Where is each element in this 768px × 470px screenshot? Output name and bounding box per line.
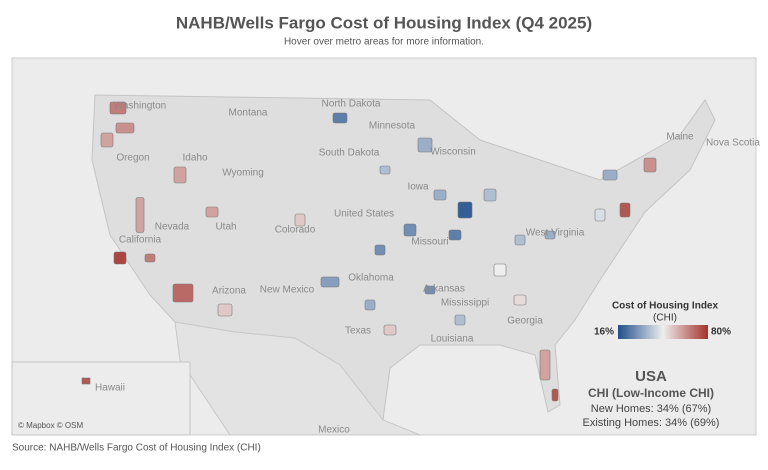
mexico-land xyxy=(174,321,421,436)
metro-area[interactable] xyxy=(424,285,436,295)
source: Source: NAHB/Wells Fargo Cost of Housing… xyxy=(12,443,261,454)
color-scale xyxy=(618,325,708,339)
map-label: Louisiana xyxy=(431,334,474,345)
map-label: Nevada xyxy=(155,222,190,233)
map-label: Mississippi xyxy=(441,298,489,309)
metro-areas xyxy=(81,101,657,402)
map-label: Minnesota xyxy=(369,121,416,132)
metro-area[interactable] xyxy=(454,314,466,326)
map-label: Mexico xyxy=(318,425,350,436)
metro-area[interactable] xyxy=(205,206,219,218)
map-label: West Virginia xyxy=(526,228,585,239)
metro-area[interactable] xyxy=(81,377,91,385)
title: NAHB/Wells Fargo Cost of Housing Index (… xyxy=(176,13,592,32)
metro-area[interactable] xyxy=(217,303,233,317)
metro-area[interactable] xyxy=(364,299,376,311)
summary-line: Existing Homes: 34% (69%) xyxy=(583,417,720,429)
metro-area[interactable] xyxy=(539,349,551,381)
legend-title: Cost of Housing Index xyxy=(612,301,719,312)
metro-area[interactable] xyxy=(320,276,340,288)
metro-area[interactable] xyxy=(643,157,657,173)
summary: USA CHI (Low-Income CHI) New Homes: 34% … xyxy=(583,368,720,429)
metro-area[interactable] xyxy=(379,165,391,175)
map-label: United States xyxy=(334,209,394,220)
map-label: California xyxy=(119,235,162,246)
metro-area[interactable] xyxy=(513,294,527,306)
map-label: Georgia xyxy=(507,316,543,327)
metro-area[interactable] xyxy=(551,388,559,402)
map-label: North Dakota xyxy=(322,99,381,110)
metro-area[interactable] xyxy=(493,263,507,277)
legend-min: 16% xyxy=(594,327,614,338)
metro-area[interactable] xyxy=(144,253,156,263)
map-label: Oregon xyxy=(116,153,149,164)
map-label: Arkansas xyxy=(423,284,465,295)
metro-area[interactable] xyxy=(403,223,417,237)
metro-area[interactable] xyxy=(374,244,386,256)
map-label: Montana xyxy=(229,108,268,119)
metro-area[interactable] xyxy=(113,251,127,265)
hawaii-inset xyxy=(11,361,191,436)
metro-area[interactable] xyxy=(115,122,135,134)
metro-area[interactable] xyxy=(332,112,348,124)
map-label: Washington xyxy=(114,101,166,112)
map-label: Missouri xyxy=(411,237,448,248)
legend: Cost of Housing Index (CHI) 16% 80% xyxy=(594,301,731,339)
map-label: Maine xyxy=(666,132,694,143)
metro-area[interactable] xyxy=(544,230,556,240)
map-label: South Dakota xyxy=(319,148,380,159)
metro-area[interactable] xyxy=(483,188,497,202)
metro-area[interactable] xyxy=(383,324,397,336)
map-label: Wisconsin xyxy=(430,147,476,158)
map-label: Oklahoma xyxy=(348,273,394,284)
metro-area[interactable] xyxy=(514,234,526,246)
metro-area[interactable] xyxy=(602,169,618,181)
map-label: Arizona xyxy=(212,286,246,297)
metro-area[interactable] xyxy=(457,201,473,219)
map: Washington Montana North Dakota Minnesota Or… xyxy=(11,57,760,436)
map-label: New Mexico xyxy=(260,285,315,296)
metro-area[interactable] xyxy=(619,202,631,218)
map-label: Idaho xyxy=(182,153,207,164)
legend-max: 80% xyxy=(711,327,731,338)
metro-area[interactable] xyxy=(594,208,606,222)
map-label: Wyoming xyxy=(222,168,264,179)
map-label: Colorado xyxy=(275,225,316,236)
metro-area[interactable] xyxy=(109,101,127,115)
metro-area[interactable] xyxy=(100,132,114,148)
summary-region: USA xyxy=(635,368,667,385)
metro-area[interactable] xyxy=(173,166,187,184)
map-label: Texas xyxy=(345,326,371,337)
map-label: Hawaii xyxy=(95,383,125,394)
metro-area[interactable] xyxy=(294,213,306,227)
attribution: © Mapbox © OSM xyxy=(18,421,83,430)
map-label: Nova Scotia xyxy=(706,138,760,149)
subtitle: Hover over metro areas for more informat… xyxy=(284,37,484,48)
summary-heading: CHI (Low-Income CHI) xyxy=(588,386,714,400)
metro-area[interactable] xyxy=(433,189,447,201)
map-labels: Washington Montana North Dakota Minnesota Or… xyxy=(95,99,760,436)
metro-area[interactable] xyxy=(448,229,462,241)
metro-area[interactable] xyxy=(135,197,145,233)
metro-area[interactable] xyxy=(172,283,194,303)
summary-line: New Homes: 34% (67%) xyxy=(591,403,711,415)
map-label: Utah xyxy=(215,222,236,233)
metro-area[interactable] xyxy=(417,137,433,153)
legend-subtitle: (CHI) xyxy=(653,313,677,324)
map-label: Iowa xyxy=(407,182,429,193)
